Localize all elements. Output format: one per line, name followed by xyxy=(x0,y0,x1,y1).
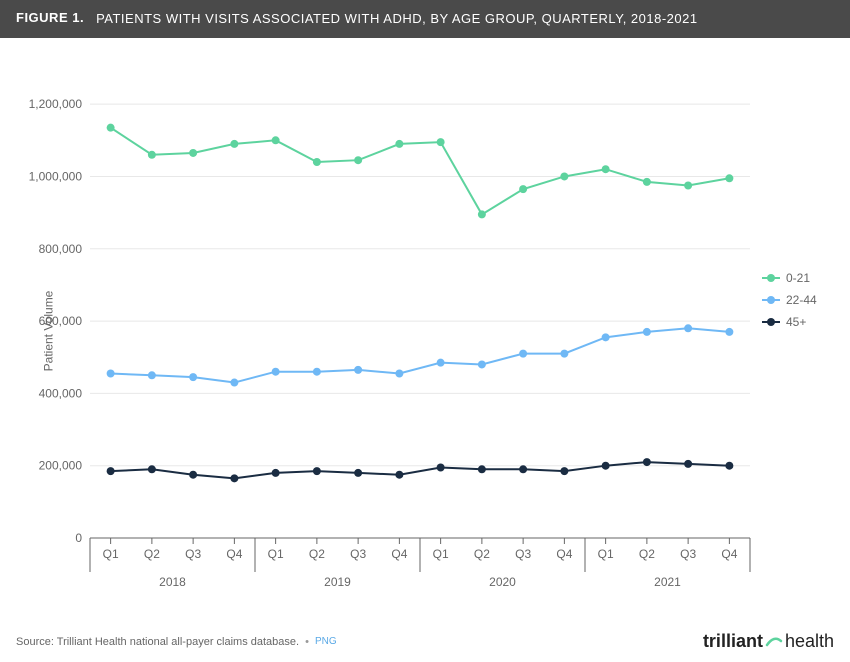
line-chart: 0200,000400,000600,000800,0001,000,0001,… xyxy=(10,58,830,608)
source-text: Source: Trilliant Health national all-pa… xyxy=(16,636,299,648)
svg-text:2019: 2019 xyxy=(324,575,351,589)
svg-text:0: 0 xyxy=(75,531,82,545)
svg-text:45+: 45+ xyxy=(786,315,806,329)
svg-text:2021: 2021 xyxy=(654,575,681,589)
svg-text:200,000: 200,000 xyxy=(39,459,83,473)
svg-text:Q1: Q1 xyxy=(268,547,284,561)
svg-text:2020: 2020 xyxy=(489,575,516,589)
y-axis-label: Patient Volume xyxy=(41,290,55,371)
brand-word-1: trilliant xyxy=(703,631,763,652)
figure-number: FIGURE 1. xyxy=(16,10,84,25)
svg-text:400,000: 400,000 xyxy=(39,387,83,401)
brand-logo: trilliant health xyxy=(703,631,834,652)
svg-text:Q2: Q2 xyxy=(639,547,655,561)
svg-text:Q2: Q2 xyxy=(309,547,325,561)
svg-text:Q1: Q1 xyxy=(103,547,119,561)
svg-text:Q3: Q3 xyxy=(350,547,366,561)
svg-text:0-21: 0-21 xyxy=(786,271,810,285)
svg-text:Q4: Q4 xyxy=(226,547,242,561)
svg-text:Q4: Q4 xyxy=(556,547,572,561)
png-link[interactable]: PNG xyxy=(315,636,337,647)
svg-text:800,000: 800,000 xyxy=(39,242,83,256)
svg-text:Q1: Q1 xyxy=(433,547,449,561)
figure-title: PATIENTS WITH VISITS ASSOCIATED WITH ADH… xyxy=(96,10,698,28)
svg-text:1,000,000: 1,000,000 xyxy=(29,170,83,184)
figure-footer: Source: Trilliant Health national all-pa… xyxy=(0,623,850,662)
source-line: Source: Trilliant Health national all-pa… xyxy=(16,636,337,648)
svg-text:Q3: Q3 xyxy=(515,547,531,561)
chart-container: Patient Volume 0200,000400,000600,000800… xyxy=(0,38,850,623)
svg-text:Q2: Q2 xyxy=(474,547,490,561)
brand-swoosh-icon xyxy=(765,633,783,651)
svg-text:Q4: Q4 xyxy=(721,547,737,561)
svg-text:22-44: 22-44 xyxy=(786,293,817,307)
svg-text:1,200,000: 1,200,000 xyxy=(29,97,83,111)
svg-text:Q3: Q3 xyxy=(185,547,201,561)
svg-text:2018: 2018 xyxy=(159,575,186,589)
svg-text:Q3: Q3 xyxy=(680,547,696,561)
svg-text:Q1: Q1 xyxy=(598,547,614,561)
svg-text:Q2: Q2 xyxy=(144,547,160,561)
brand-word-2: health xyxy=(785,631,834,652)
separator-dot: • xyxy=(305,636,309,648)
figure-header: FIGURE 1. PATIENTS WITH VISITS ASSOCIATE… xyxy=(0,0,850,38)
svg-text:Q4: Q4 xyxy=(391,547,407,561)
